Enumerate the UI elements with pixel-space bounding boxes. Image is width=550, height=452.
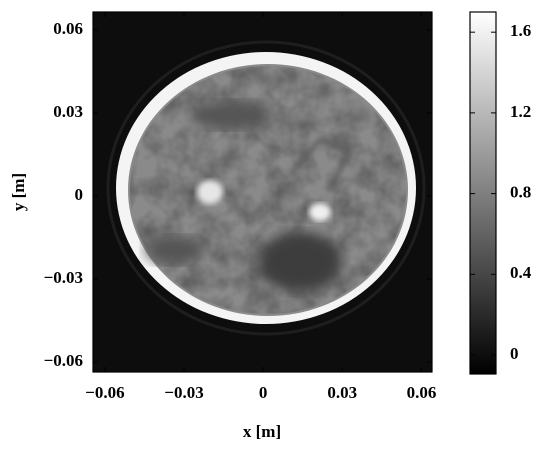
colorbar-tick-label: 1.2	[510, 102, 531, 121]
colorbar-tick-label: 0.8	[510, 183, 531, 202]
x-axis-label: x [m]	[243, 422, 281, 441]
x-tick-label: 0.06	[407, 383, 437, 402]
plot-frame	[92, 11, 433, 373]
x-tick-label: 0	[259, 383, 268, 402]
y-tick-label: 0	[75, 185, 84, 204]
colorbar-tick-label: 1.6	[510, 21, 531, 40]
y-axis-label: y [m]	[9, 173, 28, 211]
x-tick-label: −0.03	[164, 383, 203, 402]
colorbar	[469, 11, 497, 375]
y-tick-label: −0.03	[44, 268, 83, 287]
y-tick-label: −0.06	[44, 351, 83, 370]
x-tick-label: 0.03	[327, 383, 357, 402]
image	[93, 12, 432, 372]
colorbar-tick-label: 0.4	[510, 263, 532, 282]
x-tick-label: −0.06	[85, 383, 124, 402]
y-tick-label: 0.06	[53, 19, 83, 38]
colorbar-tick-label: 0	[510, 344, 519, 363]
y-tick-label: 0.03	[53, 102, 83, 121]
